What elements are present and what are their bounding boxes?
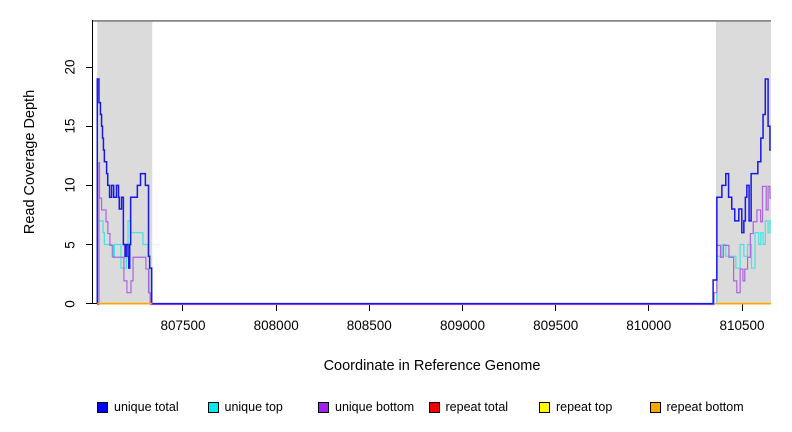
sequenced-region-shading xyxy=(715,20,771,305)
plot-top-border xyxy=(93,20,771,22)
y-tick-label: 15 xyxy=(62,118,78,134)
plot-area xyxy=(93,20,771,306)
y-tick-label: 10 xyxy=(62,177,78,193)
legend-swatch xyxy=(318,402,329,413)
y-tick-label: 5 xyxy=(62,240,78,249)
x-tick-mark xyxy=(275,304,277,311)
x-tick-label: 810000 xyxy=(626,318,672,333)
legend-item-label: unique bottom xyxy=(335,400,415,414)
y-axis-title: Read Coverage Depth xyxy=(22,89,38,235)
series-unique-top xyxy=(97,220,771,305)
legend-swatch xyxy=(539,402,550,413)
y-tick-mark xyxy=(86,244,93,246)
legend-swatch xyxy=(649,402,661,413)
legend-swatch xyxy=(207,402,219,413)
legend-item-label: repeat bottom xyxy=(666,400,744,414)
legend-item-label: repeat total xyxy=(445,400,509,414)
legend: unique total unique top unique bottom repea… xyxy=(0,399,792,419)
x-tick-mark xyxy=(648,304,650,311)
y-tick-mark xyxy=(86,125,93,127)
legend-item-label: unique total xyxy=(114,400,179,414)
x-tick-label: 808500 xyxy=(346,318,392,333)
x-tick-label: 807500 xyxy=(160,318,206,333)
series-unique-total xyxy=(96,78,771,305)
x-tick-label: 810500 xyxy=(719,318,765,333)
y-tick-mark xyxy=(86,66,93,68)
x-tick-label: 808000 xyxy=(253,318,299,333)
x-tick-mark xyxy=(555,304,557,311)
y-tick-label: 20 xyxy=(62,59,78,75)
x-axis-title: Coordinate in Reference Genome xyxy=(323,358,541,374)
x-tick-label: 809000 xyxy=(439,318,486,333)
x-tick-mark xyxy=(741,304,743,311)
series-unique-bottom xyxy=(97,162,771,306)
legend-swatch xyxy=(428,402,440,413)
y-tick-label: 0 xyxy=(62,299,78,308)
legend-item-label: repeat top xyxy=(556,400,613,414)
y-tick-mark xyxy=(86,303,93,305)
legend-swatch xyxy=(97,402,108,413)
legend-item-label: unique top xyxy=(224,400,283,414)
x-tick-label: 809500 xyxy=(533,318,579,333)
x-tick-mark xyxy=(461,304,463,311)
x-tick-mark xyxy=(182,304,184,311)
y-tick-mark xyxy=(86,184,93,186)
y-axis-line xyxy=(92,20,94,304)
x-tick-mark xyxy=(368,304,370,311)
